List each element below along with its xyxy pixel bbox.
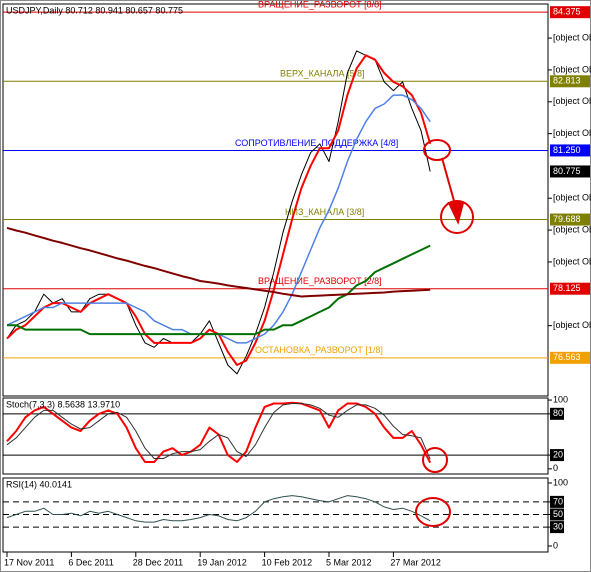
marks: ВРАЩЕНИЕ_РАЗВОРОТ [8/8] ВЕРХ_КАНАЛА [5/8]… bbox=[3, 0, 591, 567]
level-label: СОПРОТИВЛЕНИЕ_ПОДДЕРЖКА [4/8] bbox=[235, 138, 398, 148]
tick-box bbox=[550, 508, 564, 521]
series-line bbox=[6, 50, 431, 375]
level-box bbox=[550, 6, 590, 19]
x-tick-label: 17 Nov 2011 bbox=[4, 557, 54, 567]
annotation-circle bbox=[422, 447, 448, 473]
y-tick-label: [object Object] bbox=[553, 320, 591, 330]
level-box bbox=[550, 213, 590, 226]
annotation-circle bbox=[415, 497, 451, 527]
series-line bbox=[6, 403, 431, 460]
annotation-circle bbox=[423, 139, 451, 161]
annotations bbox=[415, 139, 474, 527]
y-tick-label: [object Object] bbox=[553, 96, 591, 106]
y-tick-label: [object Object] bbox=[553, 128, 591, 138]
level-label: ВРАЩЕНИЕ_РАЗВОРОТ [2/8] bbox=[258, 276, 382, 286]
y-tick-label: [object Object] bbox=[553, 193, 591, 203]
current-price-label: 80.775 bbox=[553, 166, 581, 176]
level-value-label: 78.125 bbox=[553, 283, 581, 293]
level-value-label: 81.250 bbox=[553, 145, 581, 155]
x-tick-label: 10 Feb 2012 bbox=[262, 557, 313, 567]
level-label: ОСТАНОВКА_РАЗВОРОТ [1/8] bbox=[255, 345, 383, 355]
tick-box bbox=[550, 521, 564, 534]
tick-box bbox=[550, 449, 564, 462]
x-tick-label: 28 Dec 2011 bbox=[133, 557, 183, 567]
y-tick-label: 50 bbox=[553, 509, 563, 519]
annotation-circle bbox=[440, 200, 474, 234]
series-line bbox=[7, 244, 431, 336]
level-box bbox=[550, 282, 590, 295]
y-tick-label: 80 bbox=[553, 408, 563, 418]
y-tick-label: 70 bbox=[553, 496, 563, 506]
series-line bbox=[6, 226, 431, 298]
x-tick-label: 5 Mar 2012 bbox=[326, 557, 372, 567]
x-tick-label: 27 Mar 2012 bbox=[390, 557, 441, 567]
annotation-arrowhead bbox=[447, 202, 465, 225]
rsi-panel bbox=[2, 477, 549, 553]
level-box bbox=[550, 351, 590, 364]
y-tick-label: [object Object] bbox=[553, 256, 591, 266]
y-tick-label: [object Object] bbox=[553, 64, 591, 74]
y-tick-label: [object Object] bbox=[553, 32, 591, 42]
level-box bbox=[550, 144, 590, 157]
panel-title: Stoch(7,3,3) 8.5638 13.9710 bbox=[6, 399, 120, 409]
tick-box bbox=[550, 495, 564, 508]
y-tick-label: 100 bbox=[553, 477, 568, 487]
level-value-label: 82.813 bbox=[553, 76, 581, 86]
level-value-label: 84.375 bbox=[553, 7, 581, 17]
y-tick-label: 30 bbox=[553, 521, 563, 531]
y-tick-label: 0 bbox=[553, 463, 558, 473]
tick-box bbox=[550, 407, 564, 420]
level-box bbox=[550, 75, 590, 88]
current-price-box bbox=[550, 165, 590, 178]
level-label: НИЗ_КАНАЛА [3/8] bbox=[285, 207, 364, 217]
y-tick-label: 20 bbox=[553, 449, 563, 459]
level-value-label: 79.688 bbox=[553, 214, 581, 224]
x-tick-label: 19 Jan 2012 bbox=[197, 557, 247, 567]
y-tick-label: 100 bbox=[553, 394, 568, 404]
level-label: ВРАЩЕНИЕ_РАЗВОРОТ [8/8] bbox=[258, 0, 382, 10]
panel-title: RSI(14) 40.0141 bbox=[6, 479, 72, 489]
x-tick-label: 6 Dec 2011 bbox=[68, 557, 113, 567]
y-tick-label: 0 bbox=[553, 540, 558, 550]
stoch-panel bbox=[2, 397, 549, 475]
y-tick-label: [object Object] bbox=[553, 224, 591, 234]
panel-title: USDJPY,Daily 80.712 80.941 80.657 80.775 bbox=[6, 5, 183, 15]
series-line bbox=[6, 495, 431, 523]
level-value-label: 76.563 bbox=[553, 352, 581, 362]
level-label: ВЕРХ_КАНАЛА [5/8] bbox=[280, 69, 364, 79]
annotation-arrow bbox=[441, 157, 457, 209]
main-panel bbox=[2, 3, 549, 397]
